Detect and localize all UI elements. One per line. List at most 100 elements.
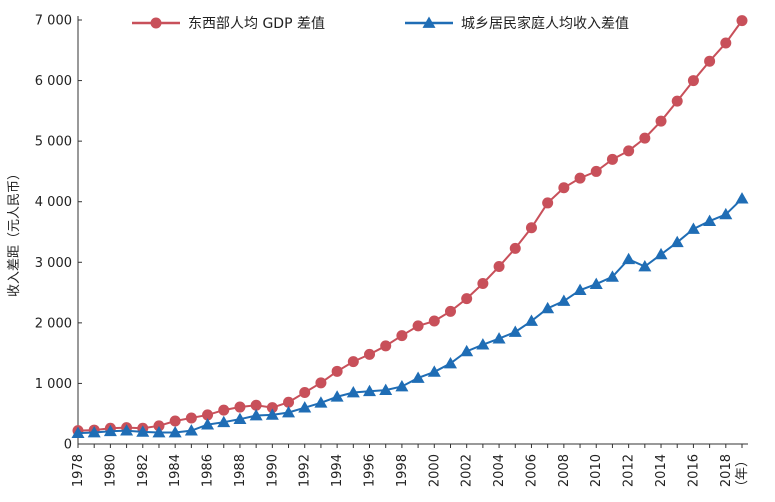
data-point bbox=[525, 222, 537, 234]
y-tick-label: 5 000 bbox=[35, 135, 72, 150]
x-tick-label: 2004 bbox=[492, 454, 507, 487]
data-point bbox=[460, 344, 474, 357]
data-point bbox=[364, 348, 376, 360]
x-tick-label: 1984 bbox=[168, 454, 183, 487]
legend-label: 东西部人均 GDP 差值 bbox=[188, 16, 325, 32]
data-point bbox=[298, 401, 312, 413]
x-tick-label: 2012 bbox=[622, 454, 637, 487]
data-point bbox=[524, 314, 538, 326]
data-point bbox=[168, 425, 182, 438]
data-point bbox=[330, 390, 344, 402]
x-tick-label: 2016 bbox=[686, 454, 701, 487]
x-tick-label: 2000 bbox=[427, 454, 442, 487]
y-tick-label: 1 000 bbox=[35, 377, 72, 392]
data-point bbox=[87, 425, 101, 438]
series-line bbox=[77, 197, 743, 435]
x-tick-label: 1992 bbox=[298, 454, 313, 487]
data-point bbox=[427, 365, 441, 377]
data-point bbox=[169, 415, 181, 427]
data-point bbox=[719, 207, 733, 220]
series-1 bbox=[72, 15, 748, 437]
x-axis-unit-label: （年） bbox=[735, 454, 750, 493]
x-tick-label: 2018 bbox=[719, 454, 734, 487]
data-point bbox=[670, 235, 684, 248]
data-point bbox=[315, 377, 327, 389]
data-point bbox=[589, 277, 603, 289]
x-axis-ticks: 1978 1980 1982 1984 1986 1988 1990 1992 1994 1996… bbox=[71, 444, 743, 487]
data-point bbox=[202, 409, 214, 421]
data-point bbox=[363, 384, 377, 397]
data-point bbox=[347, 356, 359, 368]
y-tick-label: 6 000 bbox=[35, 74, 72, 89]
data-point bbox=[735, 192, 749, 204]
data-point bbox=[703, 214, 717, 226]
data-point bbox=[541, 301, 555, 314]
data-point bbox=[639, 132, 651, 144]
data-point bbox=[509, 242, 521, 254]
data-point bbox=[605, 270, 619, 282]
data-point bbox=[428, 315, 440, 327]
x-tick-label: 2010 bbox=[589, 454, 604, 487]
data-point bbox=[136, 425, 150, 437]
data-point bbox=[508, 325, 522, 337]
data-point bbox=[249, 409, 263, 421]
y-axis-ticks: 0 1 000 2 000 3 000 4 000 5 000 6 000 7 000 bbox=[35, 14, 82, 453]
x-tick-label: 2006 bbox=[524, 454, 539, 487]
data-point bbox=[282, 406, 296, 418]
data-point bbox=[314, 396, 328, 408]
data-point bbox=[443, 356, 457, 369]
data-point bbox=[654, 247, 668, 260]
x-tick-label: 1988 bbox=[233, 454, 248, 487]
data-point bbox=[720, 37, 732, 49]
x-tick-label: 1982 bbox=[136, 454, 151, 487]
data-point bbox=[218, 404, 230, 416]
data-point bbox=[444, 305, 456, 317]
y-tick-label: 0 bbox=[64, 438, 72, 453]
data-point bbox=[71, 426, 85, 438]
data-point bbox=[736, 15, 748, 27]
data-point bbox=[411, 371, 425, 383]
data-point bbox=[152, 425, 166, 438]
x-tick-label: 1986 bbox=[201, 454, 216, 487]
data-point bbox=[217, 415, 231, 428]
data-point bbox=[623, 145, 635, 157]
data-point bbox=[201, 418, 215, 430]
data-point bbox=[380, 340, 392, 352]
data-point bbox=[558, 182, 570, 194]
legend-marker bbox=[150, 17, 162, 29]
data-point bbox=[606, 153, 618, 165]
data-point bbox=[331, 365, 343, 377]
data-point bbox=[412, 320, 424, 332]
data-point bbox=[573, 283, 587, 296]
x-tick-label: 1996 bbox=[363, 454, 378, 487]
y-tick-label: 4 000 bbox=[35, 195, 72, 210]
y-tick-label: 3 000 bbox=[35, 256, 72, 271]
data-point bbox=[477, 277, 489, 289]
data-point bbox=[185, 412, 197, 424]
y-axis-label: 收入差距（元人民币） bbox=[7, 167, 22, 297]
data-point bbox=[493, 261, 505, 273]
data-point bbox=[476, 338, 490, 350]
data-point bbox=[655, 115, 667, 127]
data-point bbox=[234, 401, 246, 413]
x-tick-label: 1998 bbox=[395, 454, 410, 487]
data-point bbox=[671, 95, 683, 107]
axes bbox=[77, 16, 748, 445]
series-2 bbox=[71, 192, 749, 438]
data-point bbox=[574, 172, 586, 184]
x-tick-label: 1978 bbox=[71, 454, 86, 487]
x-tick-label: 1994 bbox=[330, 454, 345, 487]
data-point bbox=[461, 293, 473, 305]
x-tick-label: 1990 bbox=[265, 454, 280, 487]
data-point bbox=[396, 330, 408, 342]
data-point bbox=[557, 294, 571, 306]
x-tick-label: 1980 bbox=[103, 454, 118, 487]
data-point bbox=[379, 383, 393, 395]
series-group bbox=[71, 15, 749, 438]
data-point bbox=[687, 75, 699, 87]
data-point bbox=[622, 252, 636, 265]
data-point bbox=[346, 386, 360, 398]
x-tick-label: 2014 bbox=[654, 454, 669, 487]
data-point bbox=[542, 197, 554, 209]
